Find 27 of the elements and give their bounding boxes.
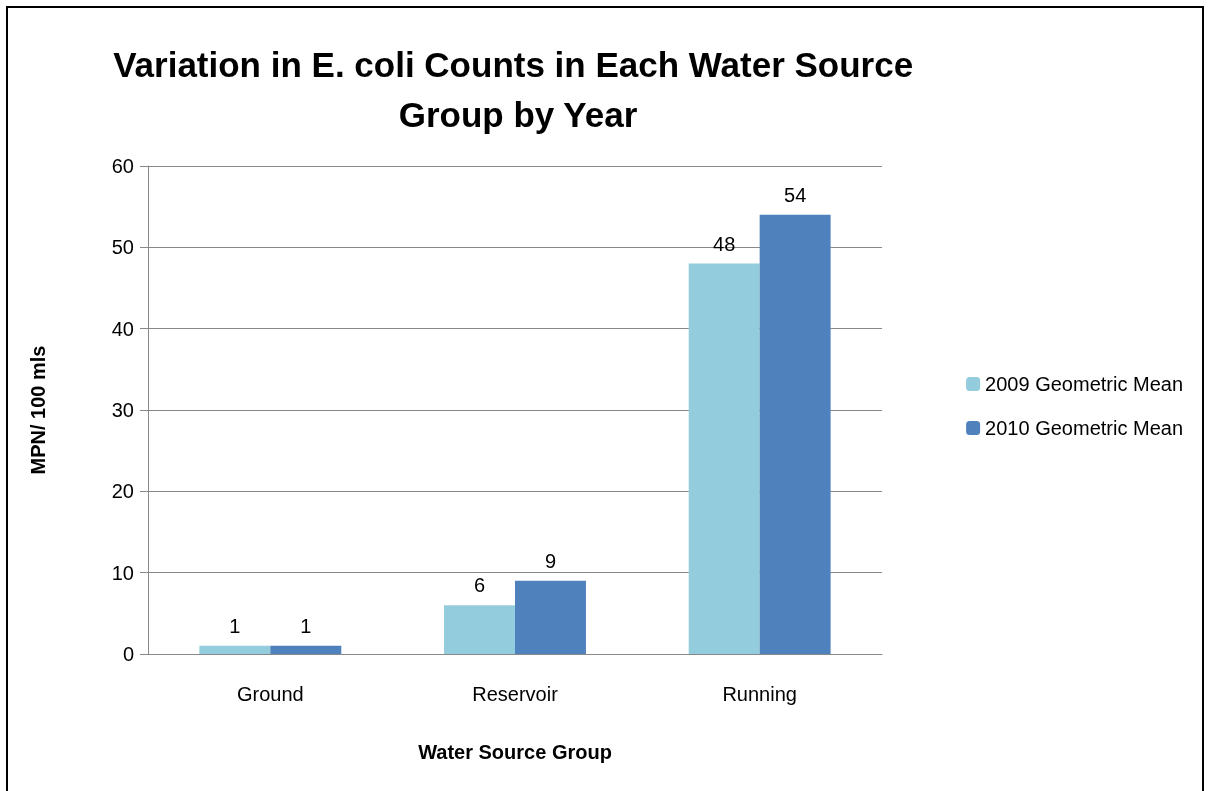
data-label: 1 (300, 614, 312, 637)
data-label: 9 (544, 549, 557, 572)
bar (444, 605, 515, 654)
x-tick-label: Reservoir (472, 683, 559, 705)
legend-label: 2009 Geometric Mean (985, 373, 1184, 395)
legend-label: 2010 Geometric Mean (985, 417, 1184, 439)
y-tick-label: 60 (111, 155, 134, 177)
x-axis-title: Water Source Group (418, 741, 612, 763)
bar (270, 645, 342, 654)
bar (759, 214, 831, 654)
bar (199, 645, 271, 654)
data-label: 54 (784, 183, 807, 206)
y-tick-label: 0 (122, 643, 134, 665)
data-label: 6 (473, 574, 486, 597)
x-tick-label: Ground (236, 683, 304, 705)
y-tick-label: 10 (111, 561, 134, 584)
data-label: 48 (713, 232, 736, 255)
bar (688, 263, 760, 654)
y-axis-title: MPN/ 100 mls (27, 345, 49, 475)
y-tick-label: 20 (111, 480, 134, 503)
chart-title: Variation in E. coli Counts in Each Water Source Group by Year (113, 44, 923, 134)
bar (515, 580, 586, 654)
x-tick-label: Running (722, 683, 797, 705)
data-label: 1 (229, 614, 241, 637)
y-tick-label: 50 (111, 236, 134, 259)
y-tick-label: 30 (111, 399, 134, 421)
y-tick-label: 40 (111, 317, 134, 340)
